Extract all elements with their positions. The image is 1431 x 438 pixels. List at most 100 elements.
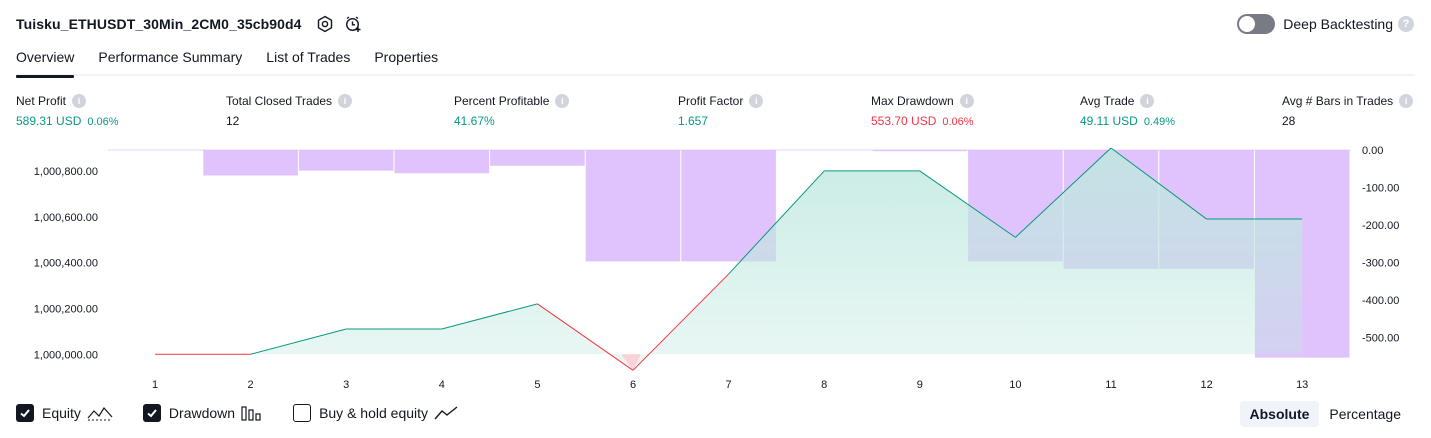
x-tick-label: 8 [821, 379, 827, 391]
metric-label: Net Profit [16, 94, 67, 108]
info-icon[interactable]: i [555, 94, 570, 108]
legend-buy-hold[interactable]: Buy & hold equity [293, 404, 458, 422]
equity-negative-area [621, 354, 641, 371]
equity-checkbox[interactable] [16, 404, 34, 422]
y-right-tick-label: -300.00 [1362, 258, 1399, 270]
deep-backtesting-toggle[interactable] [1237, 14, 1276, 34]
help-icon[interactable]: ? [1398, 16, 1414, 32]
tab-performance-summary[interactable]: Performance Summary [98, 49, 243, 65]
y-left-tick-label: 1,000,800.00 [34, 166, 98, 178]
metric-avg-bars: Avg # Bars in Trades i 28 [1282, 94, 1414, 128]
metric-value: 41.67% [454, 114, 495, 128]
metric-label: Avg Trade [1080, 94, 1135, 108]
y-right-tick-label: -100.00 [1362, 183, 1399, 195]
deep-backtesting-label: Deep Backtesting [1283, 16, 1393, 32]
metric-percent: 0.06% [942, 116, 974, 128]
drawdown-bar [203, 150, 298, 176]
chart-legend: Equity Drawdown Buy & hold equity [16, 404, 488, 422]
y-left-tick-label: 1,000,000.00 [34, 349, 98, 361]
legend-drawdown-label: Drawdown [168, 405, 236, 421]
x-tick-label: 6 [630, 379, 636, 391]
metric-label: Percent Profitable [454, 94, 550, 108]
legend-equity-label: Equity [42, 405, 81, 421]
metric-percent: 0.06% [87, 116, 119, 128]
metric-avg-trade: Avg Trade i 49.11 USD 0.49% [1080, 94, 1175, 128]
tab-list-of-trades[interactable]: List of Trades [266, 49, 351, 65]
equity-line-segment [632, 273, 729, 371]
absolute-button[interactable]: Absolute [1239, 401, 1320, 427]
equity-line-segment [1015, 147, 1112, 238]
metric-value: 589.31 USD [16, 114, 82, 128]
add-alert-icon[interactable] [342, 13, 364, 35]
equity-line-segment [441, 303, 538, 330]
metric-percent: 0.49% [1143, 116, 1176, 128]
trend-line-icon [434, 405, 458, 421]
deep-backtesting: Deep Backtesting ? [1237, 14, 1414, 34]
metric-value: 12 [226, 114, 240, 128]
y-left-tick-label: 1,000,200.00 [34, 303, 98, 315]
info-icon[interactable]: i [338, 94, 353, 108]
tab-overview[interactable]: Overview [16, 46, 75, 78]
strategy-title: Tuisku_ETHUSDT_30Min_2CM0_35cb90d4 [16, 16, 302, 32]
metric-label: Avg # Bars in Trades [1282, 94, 1394, 108]
metric-percent-profitable: Percent Profitable i 41.67% [454, 94, 570, 128]
percentage-button[interactable]: Percentage [1329, 406, 1401, 422]
x-tick-label: 4 [439, 379, 445, 391]
x-tick-label: 1 [152, 379, 158, 391]
drawdown-bar [490, 150, 585, 166]
y-left-tick-label: 1,000,400.00 [34, 258, 98, 270]
y-right-tick-label: 0.00 [1362, 145, 1383, 157]
title-row: Tuisku_ETHUSDT_30Min_2CM0_35cb90d4 [16, 12, 364, 36]
x-tick-label: 5 [534, 379, 540, 391]
settings-icon[interactable] [314, 13, 336, 35]
info-icon[interactable]: i [1140, 94, 1155, 108]
equity-chart[interactable]: 1,000,000.00 1,000,200.00 1,000,400.00 1,00… [0, 140, 1431, 398]
legend-drawdown[interactable]: Drawdown [142, 404, 263, 422]
equity-line-segment [537, 303, 634, 371]
drawdown-bars-icon [241, 405, 263, 421]
buy-hold-checkbox[interactable] [293, 404, 312, 422]
metric-label: Profit Factor [678, 94, 744, 108]
metric-label: Max Drawdown [871, 94, 954, 108]
metric-total-closed-trades: Total Closed Trades i 12 [226, 94, 353, 128]
drawdown-bar [394, 150, 490, 174]
x-tick-label: 12 [1200, 379, 1212, 391]
drawdown-bar [585, 150, 681, 262]
equity-area [155, 148, 1303, 371]
equity-line-segment [919, 170, 1016, 238]
drawdown-bar [872, 150, 968, 152]
drawdown-checkbox[interactable] [142, 404, 161, 422]
metric-value: 28 [1282, 114, 1296, 128]
drawdown-bar [298, 150, 394, 171]
x-tick-label: 3 [343, 379, 349, 391]
equity-wave-icon [87, 405, 113, 421]
legend-buy-hold-label: Buy & hold equity [319, 405, 429, 421]
info-icon[interactable]: i [959, 94, 974, 108]
tab-bar: Overview Performance Summary List of Tra… [16, 46, 1415, 78]
y-right-tick-label: -400.00 [1362, 295, 1399, 307]
equity-line-segment [250, 328, 347, 355]
y-right-tick-label: -500.00 [1362, 333, 1399, 345]
x-tick-label: 7 [726, 379, 732, 391]
info-icon[interactable]: i [1399, 94, 1414, 108]
metrics-row: Net Profit i 589.31 USD 0.06% Total Closed… [16, 94, 1415, 134]
x-tick-label: 11 [1105, 379, 1116, 391]
equity-line-segment [728, 170, 825, 275]
equity-line-segment [1110, 147, 1207, 220]
x-tick-label: 13 [1296, 379, 1308, 391]
x-tick-label: 2 [248, 379, 254, 391]
info-icon[interactable]: i [749, 94, 764, 108]
metric-value: 553.70 USD [871, 114, 937, 128]
info-icon[interactable]: i [72, 94, 87, 108]
legend-equity[interactable]: Equity [16, 404, 113, 422]
tab-properties[interactable]: Properties [374, 49, 439, 65]
x-tick-label: 9 [917, 379, 923, 391]
metric-label: Total Closed Trades [226, 94, 333, 108]
y-left-tick-label: 1,000,600.00 [34, 212, 98, 224]
y-right-tick-label: -200.00 [1362, 220, 1399, 232]
value-mode-switch: Absolute Percentage [1239, 401, 1412, 427]
x-tick-label: 10 [1009, 379, 1021, 391]
toggle-knob [1239, 16, 1256, 32]
metric-profit-factor: Profit Factor i 1.657 [678, 94, 764, 128]
metric-max-drawdown: Max Drawdown i 553.70 USD 0.06% [871, 94, 974, 128]
